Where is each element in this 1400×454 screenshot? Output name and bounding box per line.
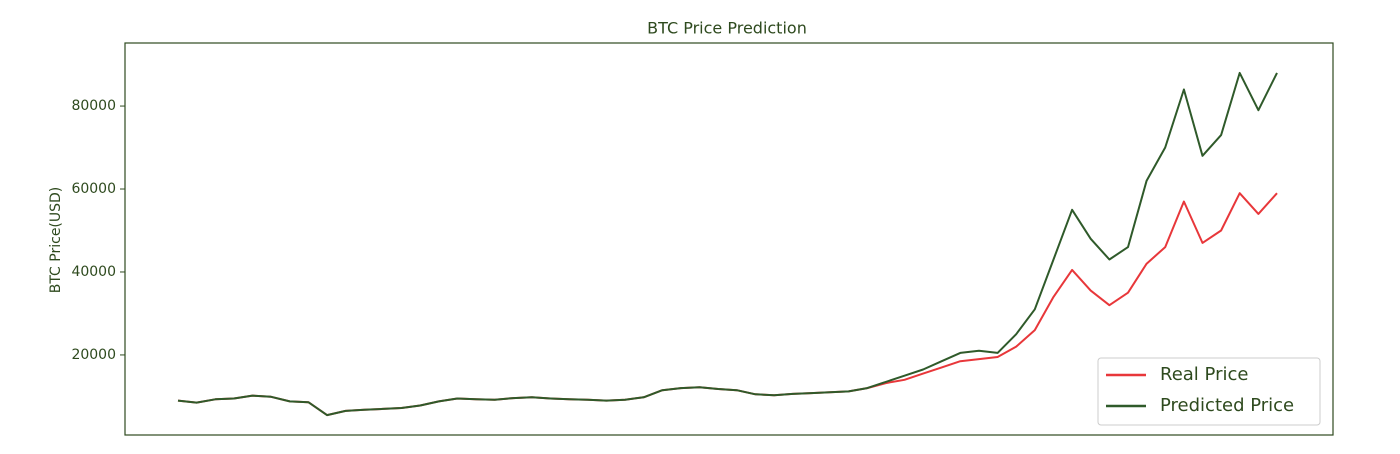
series-line: [177, 71, 1278, 417]
y-tick-label: 20000: [71, 347, 116, 363]
y-axis-label: BTC Price(USD): [48, 187, 64, 294]
legend-box: [1097, 357, 1321, 426]
y-tick-label: 80000: [71, 98, 116, 114]
plot-frame: [124, 42, 1334, 436]
chart-title: BTC Price Prediction: [647, 19, 807, 38]
legend-label: Predicted Price: [1160, 395, 1294, 416]
y-tick-label: 40000: [71, 264, 116, 280]
y-tick-label: 60000: [71, 181, 116, 197]
legend-label: Real Price: [1160, 364, 1248, 385]
